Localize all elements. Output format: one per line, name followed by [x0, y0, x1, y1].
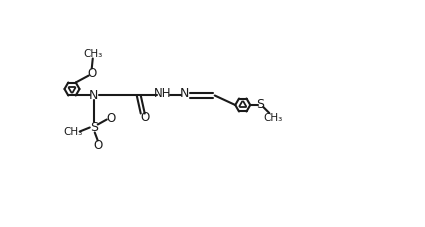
Text: S: S — [256, 99, 264, 111]
Text: CH₃: CH₃ — [63, 128, 82, 138]
Text: NH: NH — [154, 87, 172, 100]
Text: N: N — [180, 87, 190, 100]
Text: O: O — [106, 112, 115, 125]
Text: O: O — [93, 139, 102, 152]
Text: O: O — [87, 67, 96, 80]
Text: S: S — [90, 121, 98, 134]
Text: CH₃: CH₃ — [83, 49, 102, 59]
Text: O: O — [140, 111, 149, 124]
Text: N: N — [89, 89, 99, 102]
Text: CH₃: CH₃ — [264, 113, 283, 123]
